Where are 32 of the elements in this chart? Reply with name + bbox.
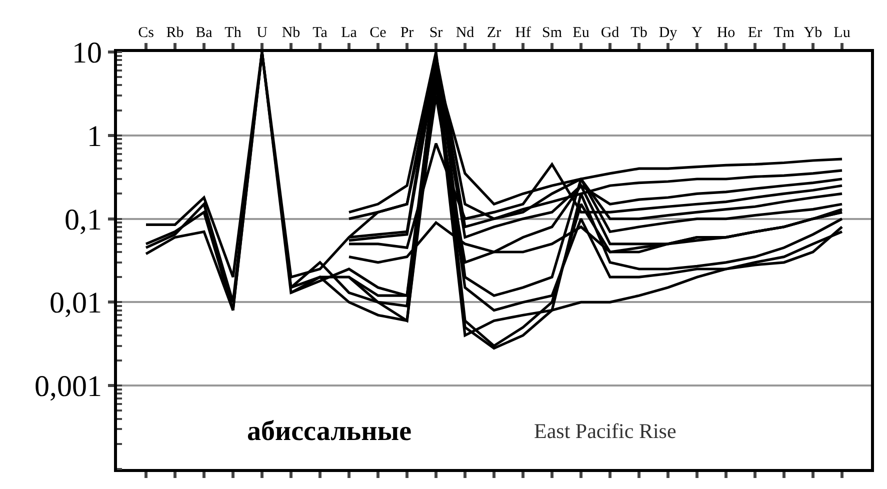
x-tick-label: Yb	[804, 25, 822, 41]
x-tick-label: Er	[748, 25, 762, 41]
x-tick-label: Th	[224, 25, 242, 41]
x-tick-label: Ta	[312, 25, 328, 41]
x-tick-label: La	[341, 25, 358, 41]
x-tick-label: Gd	[600, 25, 620, 41]
x-tick-label: Cs	[138, 25, 154, 41]
annotation: абиссальные	[247, 416, 412, 447]
x-tick-label: Sm	[542, 25, 562, 41]
x-tick-label: Dy	[658, 25, 678, 41]
x-tick-label: Ce	[370, 25, 387, 41]
x-tick-label: Zr	[486, 25, 502, 41]
x-tick-label: Ba	[196, 25, 213, 41]
x-tick-label: Rb	[166, 25, 184, 41]
y-tick-label: 0,01	[50, 286, 102, 320]
y-tick-label: 10	[72, 36, 102, 70]
x-tick-label: Nd	[456, 25, 475, 41]
x-tick-label: Nb	[282, 25, 300, 41]
x-tick-label: Hf	[515, 25, 531, 41]
x-tick-label: Tm	[774, 25, 795, 41]
x-tick-label: Tb	[630, 25, 648, 41]
x-tick-label: Sr	[429, 25, 443, 41]
y-tick-label: 1	[87, 120, 102, 153]
y-tick-label: 0,001	[34, 370, 102, 404]
x-tick-label: Lu	[834, 25, 851, 41]
x-tick-label: Pr	[400, 25, 414, 41]
x-tick-label: Y	[692, 25, 703, 41]
x-tick-label: U	[256, 25, 268, 41]
annotation: East Pacific Rise	[534, 419, 676, 443]
x-tick-label: Ho	[716, 25, 736, 41]
x-tick-label: Eu	[572, 25, 590, 41]
y-tick-label: 0,1	[64, 203, 102, 236]
